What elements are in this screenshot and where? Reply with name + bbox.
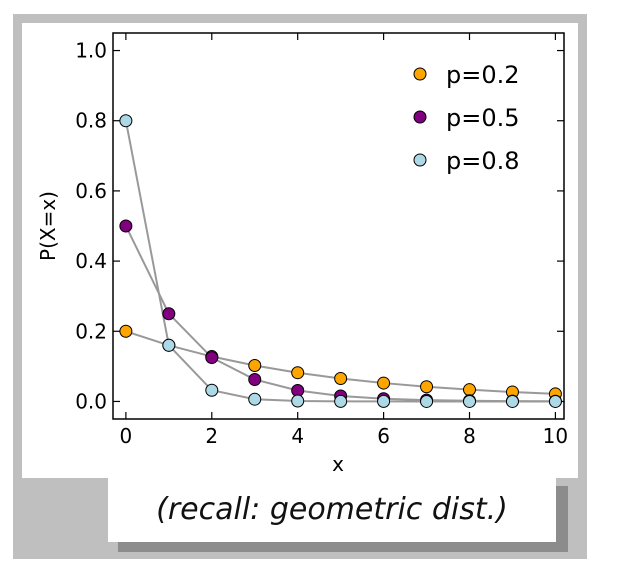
x-tick-label: 8 [463,424,476,448]
y-tick-label: 0.8 [75,109,107,133]
y-tick-label: 0.6 [75,179,107,203]
point-s2-x6 [377,394,391,408]
point-s1-x2 [205,351,219,365]
point-s0-x7 [420,380,434,394]
point-s2-x5 [334,394,348,408]
x-tick-label: 6 [377,424,390,448]
legend-marker-2 [413,153,427,167]
point-s0-x8 [463,383,477,397]
tick-labels: 0 2 4 6 8 10 0.0 0.2 0.4 0.6 0.8 1.0 [75,39,568,448]
point-s1-x0 [119,219,133,233]
x-tick-label: 2 [205,424,218,448]
point-s2-x2 [205,383,219,397]
point-s0-x3 [248,359,262,373]
legend-label-1: p=0.5 [446,104,520,132]
point-s2-x4 [291,394,305,408]
legend-marker-0 [413,67,427,81]
x-tick-label: 0 [120,424,133,448]
series-points [119,114,562,408]
point-s2-x10 [548,394,562,408]
legend-label-2: p=0.8 [446,147,520,175]
x-axis-label: x [332,452,344,476]
point-s2-x9 [505,394,519,408]
y-axis-label: P(X=x) [36,191,60,261]
y-tick-label: 0.0 [75,389,107,413]
point-s2-x3 [248,392,262,406]
caption-text: (recall: geometric dist.) [156,491,508,527]
legend-marker-1 [413,110,427,124]
point-s1-x1 [162,307,176,321]
axis-ticks [113,33,564,419]
point-s2-x0 [119,114,133,128]
y-tick-label: 0.2 [75,319,107,343]
y-tick-label: 0.4 [75,249,107,273]
y-tick-label: 1.0 [75,39,107,63]
x-tick-label: 10 [543,424,568,448]
point-s0-x6 [377,376,391,390]
point-s2-x7 [420,394,434,408]
x-tick-label: 4 [291,424,304,448]
point-s0-x0 [119,324,133,338]
point-s2-x1 [162,338,176,352]
point-s0-x5 [334,371,348,385]
plot-area [112,32,565,420]
point-s1-x3 [248,373,262,387]
caption-box: (recall: geometric dist.) [108,476,556,542]
legend: p=0.2 p=0.5 p=0.8 [413,61,520,175]
point-s0-x4 [291,366,305,380]
point-s2-x8 [463,394,477,408]
legend-label-0: p=0.2 [446,61,520,89]
